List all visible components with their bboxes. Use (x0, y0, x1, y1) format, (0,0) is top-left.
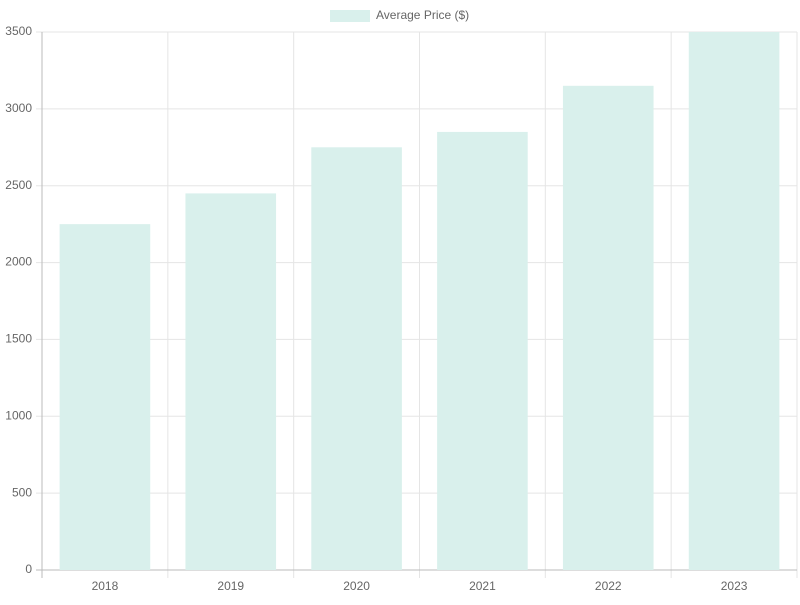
bar (59, 224, 151, 570)
x-tick-label: 2019 (217, 579, 244, 593)
bar (562, 85, 654, 571)
bar (688, 32, 780, 570)
bar (437, 131, 528, 570)
legend-label: Average Price ($) (376, 8, 469, 22)
bar (311, 147, 402, 571)
y-tick-label: 3500 (5, 24, 32, 38)
y-tick-label: 2000 (5, 255, 32, 269)
y-tick-label: 1000 (5, 408, 32, 422)
y-tick-label: 0 (25, 562, 32, 576)
legend-swatch (330, 10, 370, 22)
bar (185, 193, 277, 570)
x-tick-label: 2021 (469, 579, 496, 593)
x-tick-label: 2020 (343, 579, 370, 593)
y-tick-label: 2500 (5, 178, 32, 192)
y-tick-label: 500 (12, 485, 32, 499)
y-tick-label: 3000 (5, 101, 32, 115)
x-tick-label: 2022 (595, 579, 622, 593)
y-tick-label: 1500 (5, 332, 32, 346)
x-tick-label: 2023 (721, 579, 748, 593)
x-tick-label: 2018 (92, 579, 119, 593)
